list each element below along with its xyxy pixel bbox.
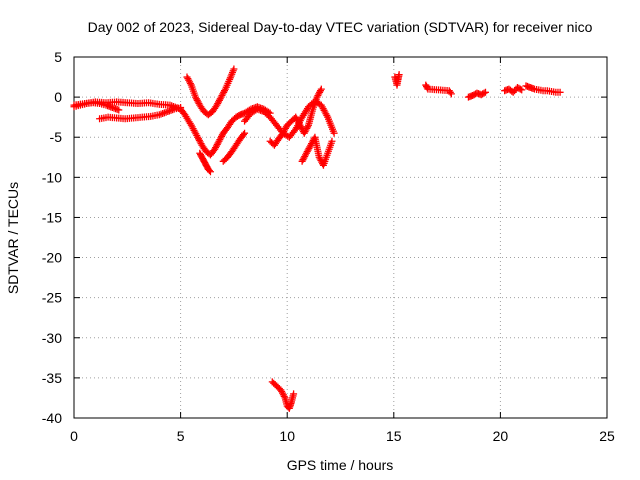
axis-ticks xyxy=(73,56,608,419)
x-tick-label: 20 xyxy=(493,428,509,444)
data-point xyxy=(518,86,526,94)
y-tick-label: -40 xyxy=(42,410,62,426)
data-point xyxy=(481,88,489,96)
data-point xyxy=(241,129,249,137)
x-tick-labels: 0 5 10 15 20 25 xyxy=(70,428,615,444)
data-point xyxy=(230,65,238,73)
x-tick-label: 5 xyxy=(177,428,185,444)
data-point xyxy=(186,79,194,87)
y-tick-label: -35 xyxy=(42,370,62,386)
data-point xyxy=(239,131,247,139)
data-point xyxy=(280,392,288,400)
data-points xyxy=(70,65,564,412)
data-point xyxy=(328,137,336,145)
x-tick-label: 10 xyxy=(279,428,295,444)
data-point xyxy=(556,88,564,96)
y-tick-label: -15 xyxy=(42,209,62,225)
y-tick-label: -25 xyxy=(42,290,62,306)
data-point xyxy=(480,89,488,97)
x-tick-label: 15 xyxy=(386,428,402,444)
data-point xyxy=(395,71,403,79)
data-point xyxy=(317,85,325,93)
x-axis-label: GPS time / hours xyxy=(287,457,394,473)
y-tick-label: -30 xyxy=(42,330,62,346)
grid-lines xyxy=(74,57,607,418)
y-tick-label: 5 xyxy=(54,49,62,65)
y-tick-labels: 5 0 -5 -10 -15 -20 -25 -30 -35 -40 xyxy=(42,49,62,426)
y-axis-label: SDTVAR / TECUs xyxy=(5,182,21,294)
data-point xyxy=(205,167,213,175)
data-point xyxy=(516,85,524,93)
data-point xyxy=(446,88,454,96)
data-point xyxy=(290,390,298,398)
data-point xyxy=(304,123,312,131)
data-point xyxy=(316,87,324,95)
data-point xyxy=(177,104,185,112)
y-tick-label: -20 xyxy=(42,250,62,266)
y-tick-label: -5 xyxy=(50,129,63,145)
y-tick-label: -10 xyxy=(42,169,62,185)
x-tick-label: 25 xyxy=(599,428,615,444)
x-tick-label: 0 xyxy=(70,428,78,444)
data-point xyxy=(447,90,455,98)
y-tick-label: 0 xyxy=(54,89,62,105)
data-point xyxy=(206,168,214,176)
data-point xyxy=(221,87,229,95)
data-point xyxy=(330,129,338,137)
plot-frame xyxy=(73,56,608,419)
chart-title: Day 002 of 2023, Sidereal Day-to-day VTE… xyxy=(88,19,593,35)
data-point xyxy=(115,106,123,114)
